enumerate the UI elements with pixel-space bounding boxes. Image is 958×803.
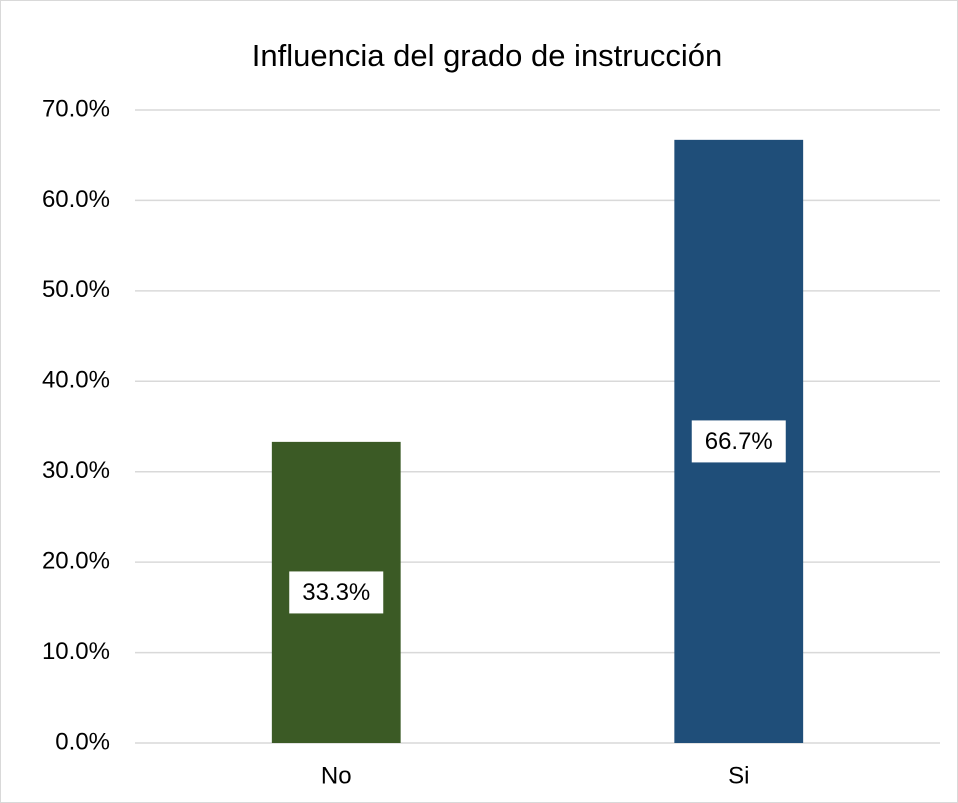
data-label-box: [289, 571, 384, 614]
data-label-box: [691, 420, 786, 463]
chart-title: Influencia del grado de instrucción: [252, 38, 722, 73]
y-tick-label: 40.0%: [42, 367, 110, 394]
y-tick-label: 60.0%: [42, 186, 110, 213]
y-tick-label: 50.0%: [42, 276, 110, 303]
y-tick-label: 0.0%: [55, 728, 110, 755]
x-tick-label: Si: [728, 762, 749, 789]
y-tick-label: 20.0%: [42, 547, 110, 574]
y-tick-label: 70.0%: [42, 95, 110, 122]
data-label: 33.3%: [302, 579, 370, 606]
data-label: 66.7%: [705, 428, 773, 455]
y-tick-label: 30.0%: [42, 457, 110, 484]
x-tick-label: No: [321, 762, 352, 789]
y-tick-label: 10.0%: [42, 638, 110, 665]
